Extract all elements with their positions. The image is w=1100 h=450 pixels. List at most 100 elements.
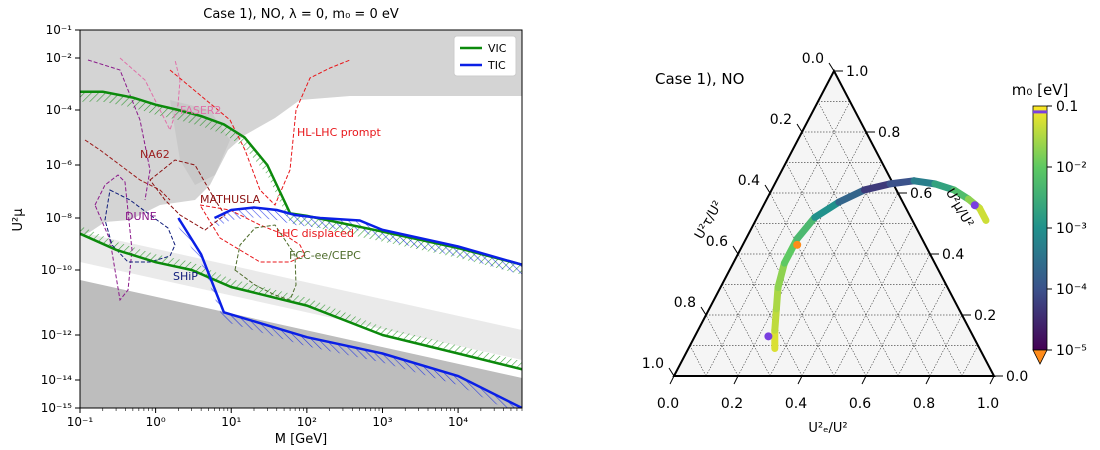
- hl-lhc-prompt-curve: [169, 59, 351, 206]
- m0-band-segment: [811, 198, 843, 221]
- ternary-bottom-tick-label: 0.0: [657, 396, 679, 412]
- ternary-right-label: U²μ/U²: [942, 186, 976, 230]
- y-tick-label: 10⁻¹: [46, 23, 73, 37]
- ternary-left-tick-label: 1.0: [642, 356, 664, 372]
- legend: VIC TIC: [453, 35, 517, 77]
- ternary-right-tick-label: 1.0: [846, 64, 868, 80]
- y-axis-label: U²μ: [11, 209, 26, 232]
- y-tick-label: 10⁻⁸: [46, 211, 73, 225]
- ternary-bottom-tick-label: 0.8: [913, 396, 935, 412]
- y-tick-label: 10⁻¹⁰: [41, 263, 72, 277]
- ternary-bottom-tick-label: 0.6: [849, 396, 871, 412]
- tic-lower-curve: [177, 217, 522, 408]
- legend-label-vic: VIC: [488, 42, 507, 55]
- ternary-left-tick-label: 0.6: [706, 234, 728, 250]
- m0-band-segment: [976, 204, 990, 224]
- colorbar-tick-label: 10⁻⁴: [1056, 282, 1087, 298]
- ternary-right-tick-label: 0.8: [878, 125, 900, 141]
- tic-upper-curve: [213, 206, 522, 266]
- ternary-left-tick-label: 0.8: [674, 295, 696, 311]
- annotation-lhc-displaced: LHC displaced: [276, 227, 354, 240]
- ternary-tick: [733, 375, 739, 385]
- x-tick-label: 10⁻¹: [67, 415, 94, 429]
- ternary-marker: [793, 240, 802, 249]
- colorbar-tick-label: 10⁻²: [1056, 160, 1087, 176]
- ternary-tick: [989, 375, 995, 385]
- x-tick-label: 10²: [297, 415, 317, 429]
- ternary-bottom-tick-label: 0.4: [785, 396, 807, 412]
- m0-band-segment: [774, 259, 788, 292]
- ternary-tick: [764, 184, 771, 194]
- y-tick-label: 10⁻¹⁵: [41, 401, 72, 415]
- fcc-ee-cepc-curve: [234, 224, 297, 301]
- annotation-dune: DUNE: [125, 210, 157, 223]
- ternary-tick: [925, 375, 931, 385]
- ternary-bottom-label: U²ₑ/U²: [808, 421, 847, 436]
- lhc-displaced-curve: [199, 204, 306, 263]
- ship-curve: [104, 189, 176, 263]
- annotation-na62: NA62: [140, 148, 170, 161]
- grid-line: [769, 162, 883, 377]
- ternary-tick: [796, 123, 803, 133]
- ternary-frame: [672, 68, 996, 377]
- dune-curve-2: [87, 59, 151, 201]
- x-tick-label: 10⁰: [146, 415, 166, 429]
- annotation-ship: SHiP: [173, 270, 198, 283]
- mathusla-curve: [149, 159, 226, 231]
- grid-line: [705, 101, 851, 377]
- colorbar-under-extension: [1032, 349, 1048, 365]
- colorbar-tick-label: 10⁻⁵: [1056, 343, 1087, 359]
- ternary-bottom-tick-label: 1.0: [977, 396, 999, 412]
- experimental-excluded-region: [80, 30, 522, 236]
- left-axis-ticks: 10⁻¹ 10⁰ 10¹ 10² 10³ 10⁴ 10⁻¹⁵ 10⁻¹⁴ 10⁻¹² 10⁻¹⁰ 1…: [41, 23, 523, 429]
- legend-label-tic: TIC: [487, 59, 506, 72]
- grid-line: [737, 131, 867, 377]
- x-axis-label: M [GeV]: [275, 432, 327, 446]
- annotation-faser2: FASER2: [180, 104, 221, 117]
- ternary-ticks: 0.0 0.0 0.0 0.2 0.2 0.2 0.4 0.4 0.4 0.6 0.6 0.6 0.8 0…: [642, 51, 1029, 412]
- ternary-tick: [828, 62, 835, 72]
- dune-curve: [94, 174, 133, 302]
- colorbar-tick-label: 10⁻³: [1056, 221, 1087, 237]
- m0-band-segment: [772, 284, 782, 313]
- ternary-tick: [668, 367, 675, 377]
- ternary-tick: [732, 245, 739, 255]
- m0-band-segment: [910, 177, 939, 188]
- colorbar: m₀ [eV] 0.1 10⁻² 10⁻³ 10⁻⁴ 10⁻⁵: [1012, 81, 1087, 365]
- ternary-tick: [861, 375, 867, 385]
- ternary-bottom-tick-label: 0.2: [721, 396, 743, 412]
- left-plot: Case 1), NO, λ = 0, m₀ = 0 eV: [11, 7, 523, 447]
- plot-frame: [79, 29, 523, 409]
- colorbar-label: m₀ [eV]: [1012, 81, 1069, 99]
- annotation-mathusla: MATHUSLA: [200, 193, 261, 206]
- m0-band-segment: [835, 186, 868, 206]
- vic-lower-curve: [80, 232, 522, 371]
- y-tick-label: 10⁻²: [46, 51, 73, 65]
- ternary-title: Case 1), NO: [655, 70, 744, 88]
- ternary-background: [674, 71, 994, 376]
- ternary-tick: [669, 375, 675, 385]
- grid-line: [721, 284, 771, 377]
- ternary-marker: [764, 332, 773, 341]
- ternary-grid: [689, 101, 979, 377]
- ternary-right-tick-label: 0.0: [1006, 369, 1028, 385]
- grid-line: [801, 131, 931, 377]
- x-tick-label: 10³: [372, 415, 392, 429]
- ternary-marker: [970, 201, 979, 210]
- ternary-left-tick-label: 0.4: [738, 173, 760, 189]
- grid-line: [785, 162, 899, 377]
- plot-area: FASER2 NA62 HL-LHC prompt MATHUSLA DUNE …: [80, 30, 522, 408]
- ternary-left-tick-label: 0.0: [802, 51, 824, 67]
- x-tick-label: 10¹: [221, 415, 241, 429]
- annotation-fcc-ee-cepc: FCC-ee/CEPC: [289, 249, 361, 262]
- grid-line: [705, 314, 739, 377]
- ternary-tick: [797, 375, 803, 385]
- colorbar-tick-label: 0.1: [1056, 99, 1078, 115]
- m0-band-segment: [793, 213, 819, 243]
- ternary-markers: [764, 201, 979, 341]
- ternary-plot: Case 1), NO 0.00.00.00.20.20.20.40.40.40…: [642, 51, 1029, 436]
- vic-upper-curve: [80, 90, 522, 266]
- annotation-hl-lhc-prompt: HL-LHC prompt: [297, 126, 381, 139]
